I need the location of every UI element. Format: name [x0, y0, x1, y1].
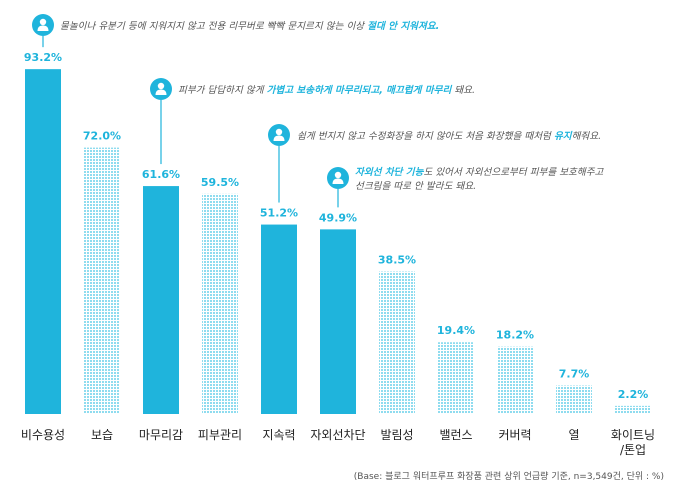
annotation-2-line-1: 피부가 답답하지 않게 가볍고 보송하게 마무리되고, 매끄럽게 마무리 돼요.	[178, 84, 475, 96]
user-icon	[327, 167, 349, 189]
bar-10	[556, 385, 592, 414]
bar-8	[438, 342, 474, 414]
bar-6	[320, 229, 356, 414]
bar-5	[261, 224, 297, 414]
annotation-1-line-1: 물놀이나 유분기 등에 지워지지 않고 전용 리무버로 빡빡 문지르지 않는 이…	[60, 20, 439, 32]
labels-group: 93.2% 비수용성 72.0% 보습 61.6% 마무리감 59.5% 피부관리 51.2% 지…	[21, 51, 655, 457]
bar-9	[497, 346, 533, 414]
bar-1	[25, 69, 61, 414]
bar-11	[615, 405, 651, 414]
value-label-11: 2.2%	[618, 388, 649, 401]
category-label-7: 발림성	[380, 428, 413, 442]
bars-group	[25, 69, 651, 414]
bar-7	[379, 271, 415, 414]
bar-3	[143, 186, 179, 414]
value-label-1: 93.2%	[24, 51, 62, 64]
value-label-9: 18.2%	[496, 329, 534, 342]
annotation-4-line-1: 자외선 차단 기능도 있어서 자외선으로부터 피부를 보호해주고	[355, 166, 605, 178]
value-label-7: 38.5%	[378, 254, 416, 267]
value-label-4: 59.5%	[201, 176, 239, 189]
value-label-3: 61.6%	[142, 168, 180, 181]
annotation-3-line-1: 쉽게 번지지 않고 수정화장을 하지 않아도 처음 화장했을 때처럼 유지해줘요…	[297, 130, 601, 142]
footnote: (Base: 블로그 워터프루프 화장품 관련 상위 언급량 기준, n=3,5…	[354, 470, 664, 482]
bar-4	[202, 193, 238, 414]
category-label-10: 열	[568, 428, 579, 442]
category-label-4: 피부관리	[198, 428, 242, 442]
annotation-4-line-2: 선크림을 따로 안 발라도 돼요.	[355, 181, 476, 192]
user-icon	[150, 78, 172, 100]
category-label-5: 지속력	[262, 428, 295, 442]
category-label-9: 커버력	[498, 428, 531, 442]
value-label-5: 51.2%	[260, 207, 298, 220]
value-label-8: 19.4%	[437, 324, 475, 337]
category-label-8: 밸런스	[439, 428, 472, 442]
value-label-10: 7.7%	[559, 368, 590, 381]
category-label-2: 보습	[91, 428, 113, 442]
category-label-6: 자외선차단	[310, 428, 365, 442]
annotation-connectors	[42, 36, 339, 208]
category-label-11: 화이트닝/톤업	[611, 428, 655, 457]
annotations-group: 물놀이나 유분기 등에 지워지지 않고 전용 리무버로 빡빡 문지르지 않는 이…	[32, 14, 605, 192]
category-label-3: 마무리감	[139, 428, 183, 442]
user-icon	[268, 124, 290, 146]
user-icon	[32, 14, 54, 36]
bar-2	[84, 147, 120, 414]
value-label-2: 72.0%	[83, 130, 121, 143]
category-label-1: 비수용성	[21, 428, 65, 442]
value-label-6: 49.9%	[319, 211, 357, 224]
